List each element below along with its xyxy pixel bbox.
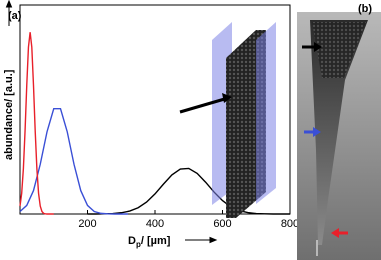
x-label-main: D (128, 235, 136, 247)
panel-label: (a) (8, 10, 22, 22)
curve (19, 32, 54, 215)
x-label-sub: p (136, 240, 141, 249)
curve (87, 167, 290, 215)
x-axis-label: Dp/ [µm] (128, 235, 171, 249)
curve (19, 107, 128, 215)
x-label-rest: / [µm] (141, 235, 171, 247)
axis-arrows (5, 0, 218, 244)
y-axis-label: abundance/ [a.u.] (3, 69, 15, 160)
x-tick-label: 200 (78, 218, 96, 230)
inset-illustration (179, 22, 276, 218)
x-tick-label: 600 (213, 218, 231, 230)
panel-label: (b) (358, 3, 372, 15)
x-tick-label: 800 (281, 218, 299, 230)
micrograph (297, 12, 381, 260)
x-tick-label: 400 (146, 218, 164, 230)
